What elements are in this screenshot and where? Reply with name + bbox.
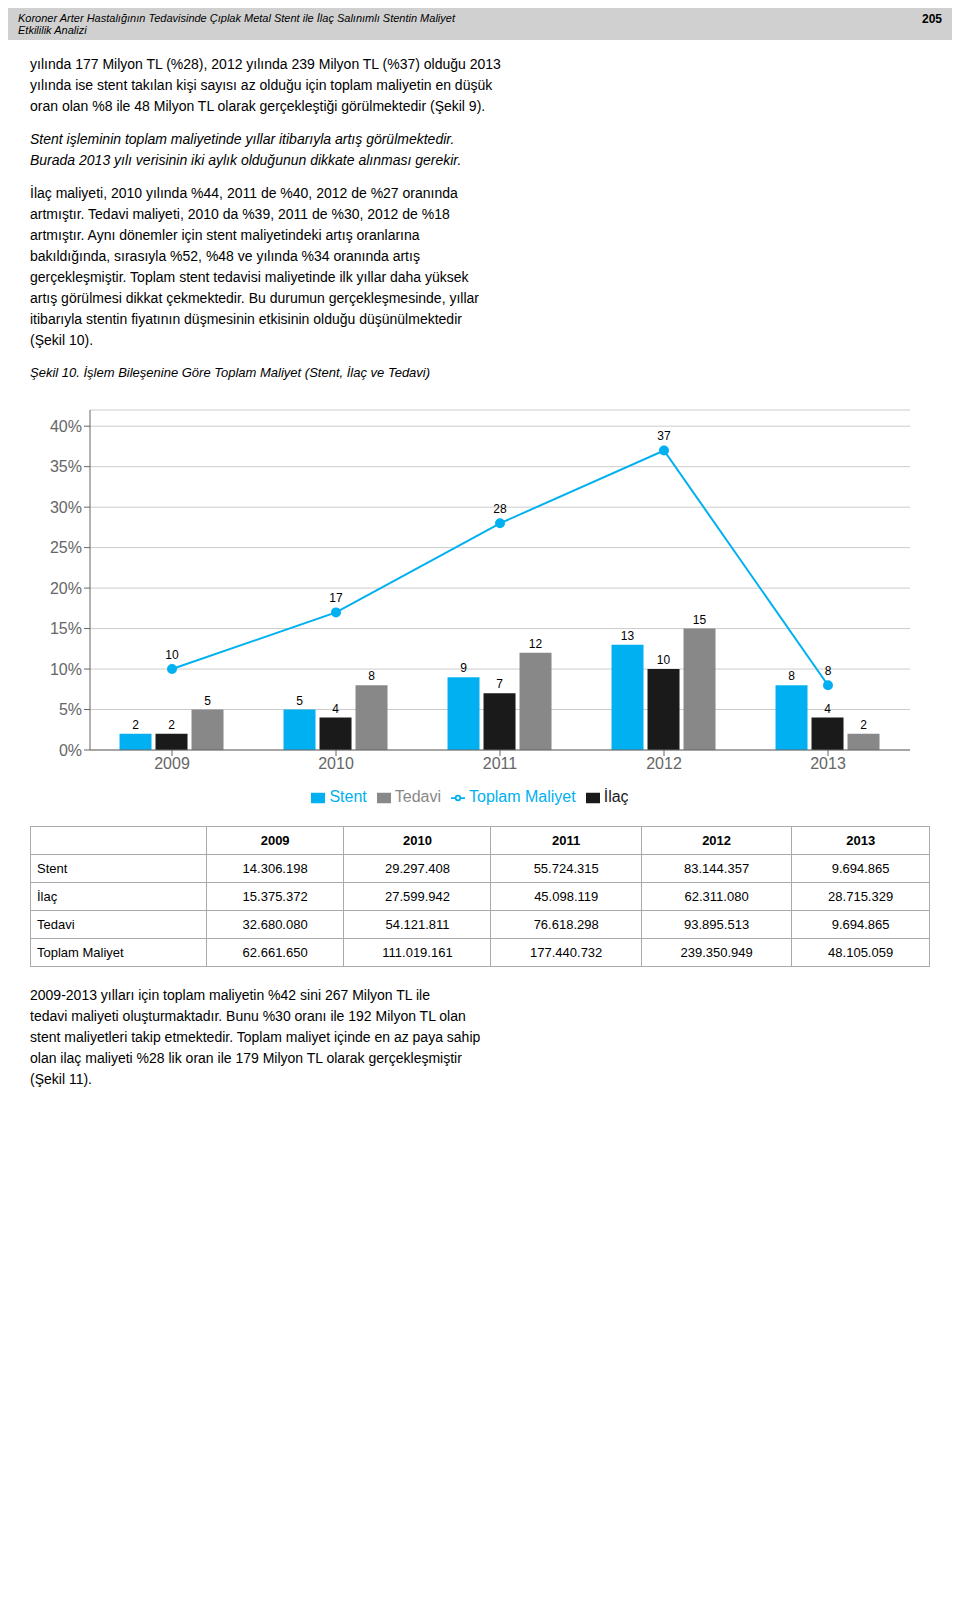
html-text:177.440.732: 177.440.732 bbox=[530, 945, 603, 960]
html-text:İlaç maliyeti, 2010 yılında %4: İlaç maliyeti, 2010 yılında %44, 2011 de… bbox=[30, 185, 479, 348]
html-text:9.694.865: 9.694.865 bbox=[831, 917, 890, 932]
svg-text:2010: 2010 bbox=[318, 755, 354, 772]
html-text:28.715.329: 28.715.329 bbox=[828, 889, 894, 904]
html-text:48.105.059: 48.105.059 bbox=[828, 945, 894, 960]
html-text:45.098.119: 45.098.119 bbox=[534, 889, 599, 904]
svg-text:0%: 0% bbox=[59, 742, 82, 759]
html-text:62.661.650: 62.661.650 bbox=[242, 945, 308, 960]
svg-text:2011: 2011 bbox=[483, 755, 518, 772]
svg-text:28: 28 bbox=[493, 502, 507, 516]
html-text:111.019.161: 111.019.161 bbox=[382, 945, 453, 960]
html-text:İlaç: İlaç bbox=[603, 788, 629, 805]
html-text:55.724.315: 55.724.315 bbox=[533, 861, 599, 876]
svg-text:35%: 35% bbox=[50, 458, 82, 475]
svg-text:9: 9 bbox=[460, 661, 467, 675]
svg-text:40%: 40% bbox=[50, 418, 82, 435]
svg-text:15%: 15% bbox=[50, 620, 82, 637]
svg-text:2012: 2012 bbox=[646, 755, 682, 772]
html-text:2009-2013 yılları için toplam: 2009-2013 yılları için toplam maliyetin … bbox=[30, 987, 481, 1087]
svg-text:2: 2 bbox=[860, 718, 867, 732]
svg-text:4: 4 bbox=[824, 702, 831, 716]
svg-text:10%: 10% bbox=[50, 661, 82, 678]
svg-text:15: 15 bbox=[693, 613, 707, 627]
svg-text:12: 12 bbox=[529, 637, 543, 651]
html-text:Şekil 10. İşlem Bileşenine Gör: Şekil 10. İşlem Bileşenine Göre Toplam M… bbox=[30, 365, 431, 380]
html-text:29.297.408: 29.297.408 bbox=[384, 861, 450, 876]
svg-text:4: 4 bbox=[332, 702, 339, 716]
svg-text:30%: 30% bbox=[50, 499, 82, 516]
svg-text:13: 13 bbox=[621, 629, 635, 643]
html-text:14.306.198: 14.306.198 bbox=[242, 861, 308, 876]
svg-text:2: 2 bbox=[168, 718, 175, 732]
html-text:Toplam Maliyet: Toplam Maliyet bbox=[469, 788, 576, 805]
html-text:2009: 2009 bbox=[260, 833, 290, 848]
html-text:yılında 177 Milyon TL (%28), 2: yılında 177 Milyon TL (%28), 2012 yılınd… bbox=[30, 56, 501, 114]
html-text:Koroner Arter Hastalığının Ted: Koroner Arter Hastalığının Tedavisinde Ç… bbox=[18, 12, 455, 24]
svg-text:10: 10 bbox=[657, 653, 671, 667]
html-text:27.599.942: 27.599.942 bbox=[384, 889, 450, 904]
html-text:Etkililik Analizi: Etkililik Analizi bbox=[18, 24, 87, 36]
html-text:93.895.513: 93.895.513 bbox=[684, 917, 750, 932]
svg-text:10: 10 bbox=[165, 648, 179, 662]
svg-text:7: 7 bbox=[496, 677, 503, 691]
svg-text:8: 8 bbox=[368, 669, 375, 683]
html-text:2012: 2012 bbox=[702, 833, 731, 848]
html-text:2010: 2010 bbox=[403, 833, 432, 848]
svg-text:8: 8 bbox=[825, 664, 832, 678]
svg-text:25%: 25% bbox=[50, 539, 82, 556]
html-text:İlaç: İlaç bbox=[37, 889, 58, 904]
html-text:Stent: Stent bbox=[37, 861, 68, 876]
html-text:Stent işleminin toplam maliyet: Stent işleminin toplam maliyetinde yılla… bbox=[30, 131, 462, 168]
svg-text:5%: 5% bbox=[59, 701, 82, 718]
html-text:83.144.357: 83.144.357 bbox=[684, 861, 750, 876]
svg-text:2013: 2013 bbox=[810, 755, 846, 772]
html-text:2013: 2013 bbox=[846, 833, 876, 848]
html-text:Tedavi: Tedavi bbox=[394, 788, 441, 805]
html-text:32.680.080: 32.680.080 bbox=[242, 917, 308, 932]
svg-text:8: 8 bbox=[788, 669, 795, 683]
html-text:76.618.298: 76.618.298 bbox=[533, 917, 599, 932]
html-text:239.350.949: 239.350.949 bbox=[680, 945, 753, 960]
svg-text:5: 5 bbox=[204, 694, 211, 708]
html-text:15.375.372: 15.375.372 bbox=[242, 889, 308, 904]
html-text:2011: 2011 bbox=[552, 833, 581, 848]
svg-text:2: 2 bbox=[132, 718, 139, 732]
svg-text:37: 37 bbox=[657, 429, 671, 443]
svg-text:2009: 2009 bbox=[154, 755, 190, 772]
html-text:205: 205 bbox=[922, 12, 942, 26]
html-text:9.694.865: 9.694.865 bbox=[831, 861, 890, 876]
html-text:Tedavi: Tedavi bbox=[37, 917, 75, 932]
html-text:Toplam Maliyet: Toplam Maliyet bbox=[37, 945, 124, 960]
html-text:62.311.080: 62.311.080 bbox=[684, 889, 749, 904]
svg-text:5: 5 bbox=[296, 694, 303, 708]
html-text:Stent: Stent bbox=[329, 788, 367, 805]
svg-text:20%: 20% bbox=[50, 580, 82, 597]
svg-text:17: 17 bbox=[329, 591, 343, 605]
html-text:54.121.811: 54.121.811 bbox=[385, 917, 450, 932]
